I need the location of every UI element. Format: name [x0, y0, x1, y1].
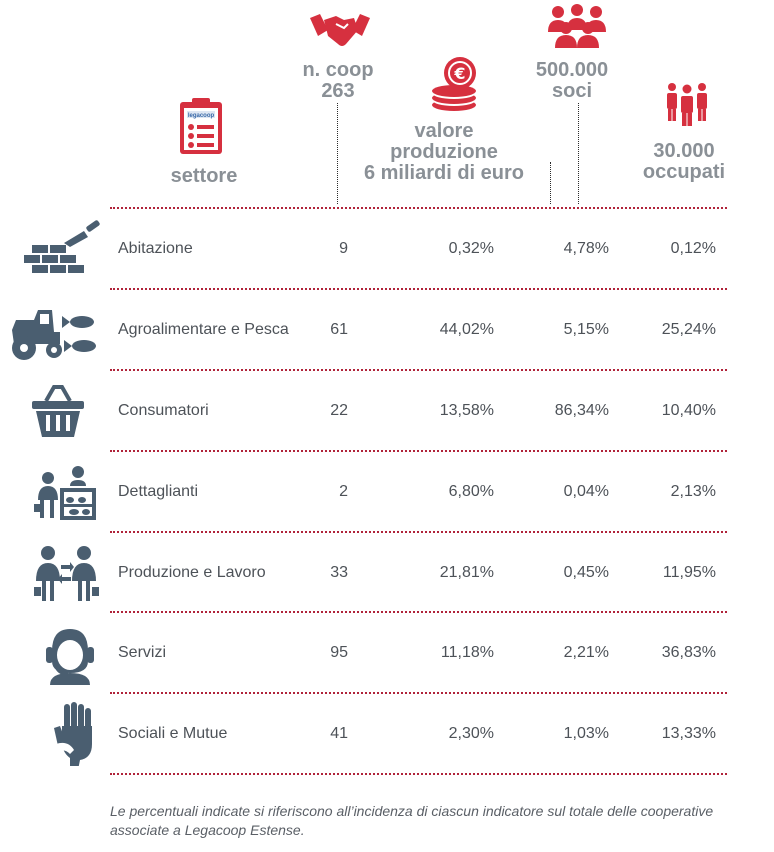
soci-guide-line: [578, 103, 579, 204]
row-separator: [110, 611, 727, 613]
ncoop-value: 9: [339, 240, 348, 257]
table-row: Abitazione 9 0,32% 4,78% 0,12%: [0, 209, 774, 289]
valore-value: 21,81%: [439, 564, 494, 581]
table-row: Servizi 95 11,18% 2,21% 36,83%: [0, 613, 774, 693]
soci-value: 1,03%: [563, 725, 609, 742]
workers-exchange-icon: [34, 546, 99, 601]
table-row: Dettaglianti 2 6,80% 0,04% 2,13%: [0, 452, 774, 532]
header-valore-label-2: produzione: [390, 141, 498, 163]
header-soci-label: soci: [551, 80, 593, 102]
header-valore: valore produzione 6 miliardi di euro: [340, 121, 548, 184]
occupati-value: 13,33%: [661, 725, 716, 742]
shop-counter-icon: [34, 466, 96, 520]
helping-hands-icon: [54, 702, 92, 766]
ncoop-value: 41: [330, 725, 348, 742]
header-valore-total: 6 miliardi di euro: [363, 162, 525, 184]
svg-text:legacoop: legacoop: [188, 113, 215, 119]
ncoop-value: 33: [330, 564, 348, 581]
header-valore-label-1: valore: [414, 120, 474, 142]
table-row: Sociali e Mutue 41 2,30% 1,03% 13,33%: [0, 694, 774, 774]
settore-name: Dettaglianti: [118, 483, 199, 500]
header-occupati: 30.000 occupati: [626, 141, 742, 183]
ncoop-value: 95: [330, 644, 348, 661]
settore-name: Consumatori: [118, 402, 209, 419]
ncoop-guide-line: [337, 103, 338, 204]
header-settore: settore: [170, 165, 238, 187]
soci-value: 2,21%: [563, 644, 609, 661]
valore-guide-line: [550, 162, 551, 204]
row-separator: [110, 450, 727, 452]
row-separator: [110, 207, 727, 209]
occupati-value: 11,95%: [662, 564, 716, 581]
soci-value: 0,45%: [563, 564, 609, 581]
soci-value: 0,04%: [563, 483, 609, 500]
settore-name: Servizi: [118, 644, 167, 661]
row-separator: [110, 288, 727, 290]
shopping-basket-icon: [32, 385, 84, 437]
svg-text:€: €: [453, 64, 465, 83]
settore-name: Produzione e Lavoro: [118, 564, 266, 581]
ncoop-value: 22: [330, 402, 348, 419]
settore-name: Agroalimentare e Pesca: [118, 321, 289, 338]
bricks-trowel-icon: [24, 220, 100, 273]
valore-value: 13,58%: [439, 402, 494, 419]
occupati-value: 2,13%: [670, 483, 716, 500]
occupati-value: 25,24%: [661, 321, 716, 338]
header-soci-total: 500.000: [535, 59, 609, 81]
settore-name: Sociali e Mutue: [118, 725, 228, 742]
workers-icon: [667, 83, 707, 126]
valore-value: 44,02%: [439, 321, 494, 338]
header-ncoop: n. coop 263: [280, 60, 396, 102]
occupati-value: 10,40%: [661, 402, 716, 419]
ncoop-value: 61: [330, 321, 348, 338]
euro-coins-icon: €: [432, 57, 476, 111]
handshake-icon: [310, 14, 370, 46]
row-separator: [110, 369, 727, 371]
valore-value: 6,80%: [448, 483, 494, 500]
table-row: Agroalimentare e Pesca 61 44,02% 5,15% 2…: [0, 290, 774, 370]
soci-value: 86,34%: [554, 402, 609, 419]
header-ncoop-label: n. coop: [302, 59, 374, 81]
settore-name: Abitazione: [118, 240, 193, 257]
header-ncoop-total: 263: [321, 80, 355, 102]
valore-value: 2,30%: [448, 725, 494, 742]
clipboard-icon: legacoop: [180, 98, 222, 154]
tractor-fish-icon: [12, 310, 96, 360]
soci-value: 5,15%: [563, 321, 609, 338]
footnote: Le percentuali indicate si riferiscono a…: [110, 803, 714, 838]
valore-value: 0,32%: [448, 240, 494, 257]
row-separator: [110, 531, 727, 533]
valore-value: 11,18%: [440, 644, 494, 661]
occupati-value: 36,83%: [661, 644, 716, 661]
header-soci: 500.000 soci: [512, 60, 632, 102]
header-occupati-label: occupati: [642, 161, 726, 183]
ncoop-value: 2: [339, 483, 348, 500]
occupati-value: 0,12%: [670, 240, 716, 257]
table-row: Produzione e Lavoro 33 21,81% 0,45% 11,9…: [0, 533, 774, 613]
crowd-icon: [548, 4, 606, 48]
soci-value: 4,78%: [563, 240, 609, 257]
header-occupati-total: 30.000: [653, 140, 715, 162]
row-separator: [110, 692, 727, 694]
row-separator: [110, 773, 727, 775]
table-row: Consumatori 22 13,58% 86,34% 10,40%: [0, 371, 774, 451]
headset-operator-icon: [46, 629, 94, 685]
